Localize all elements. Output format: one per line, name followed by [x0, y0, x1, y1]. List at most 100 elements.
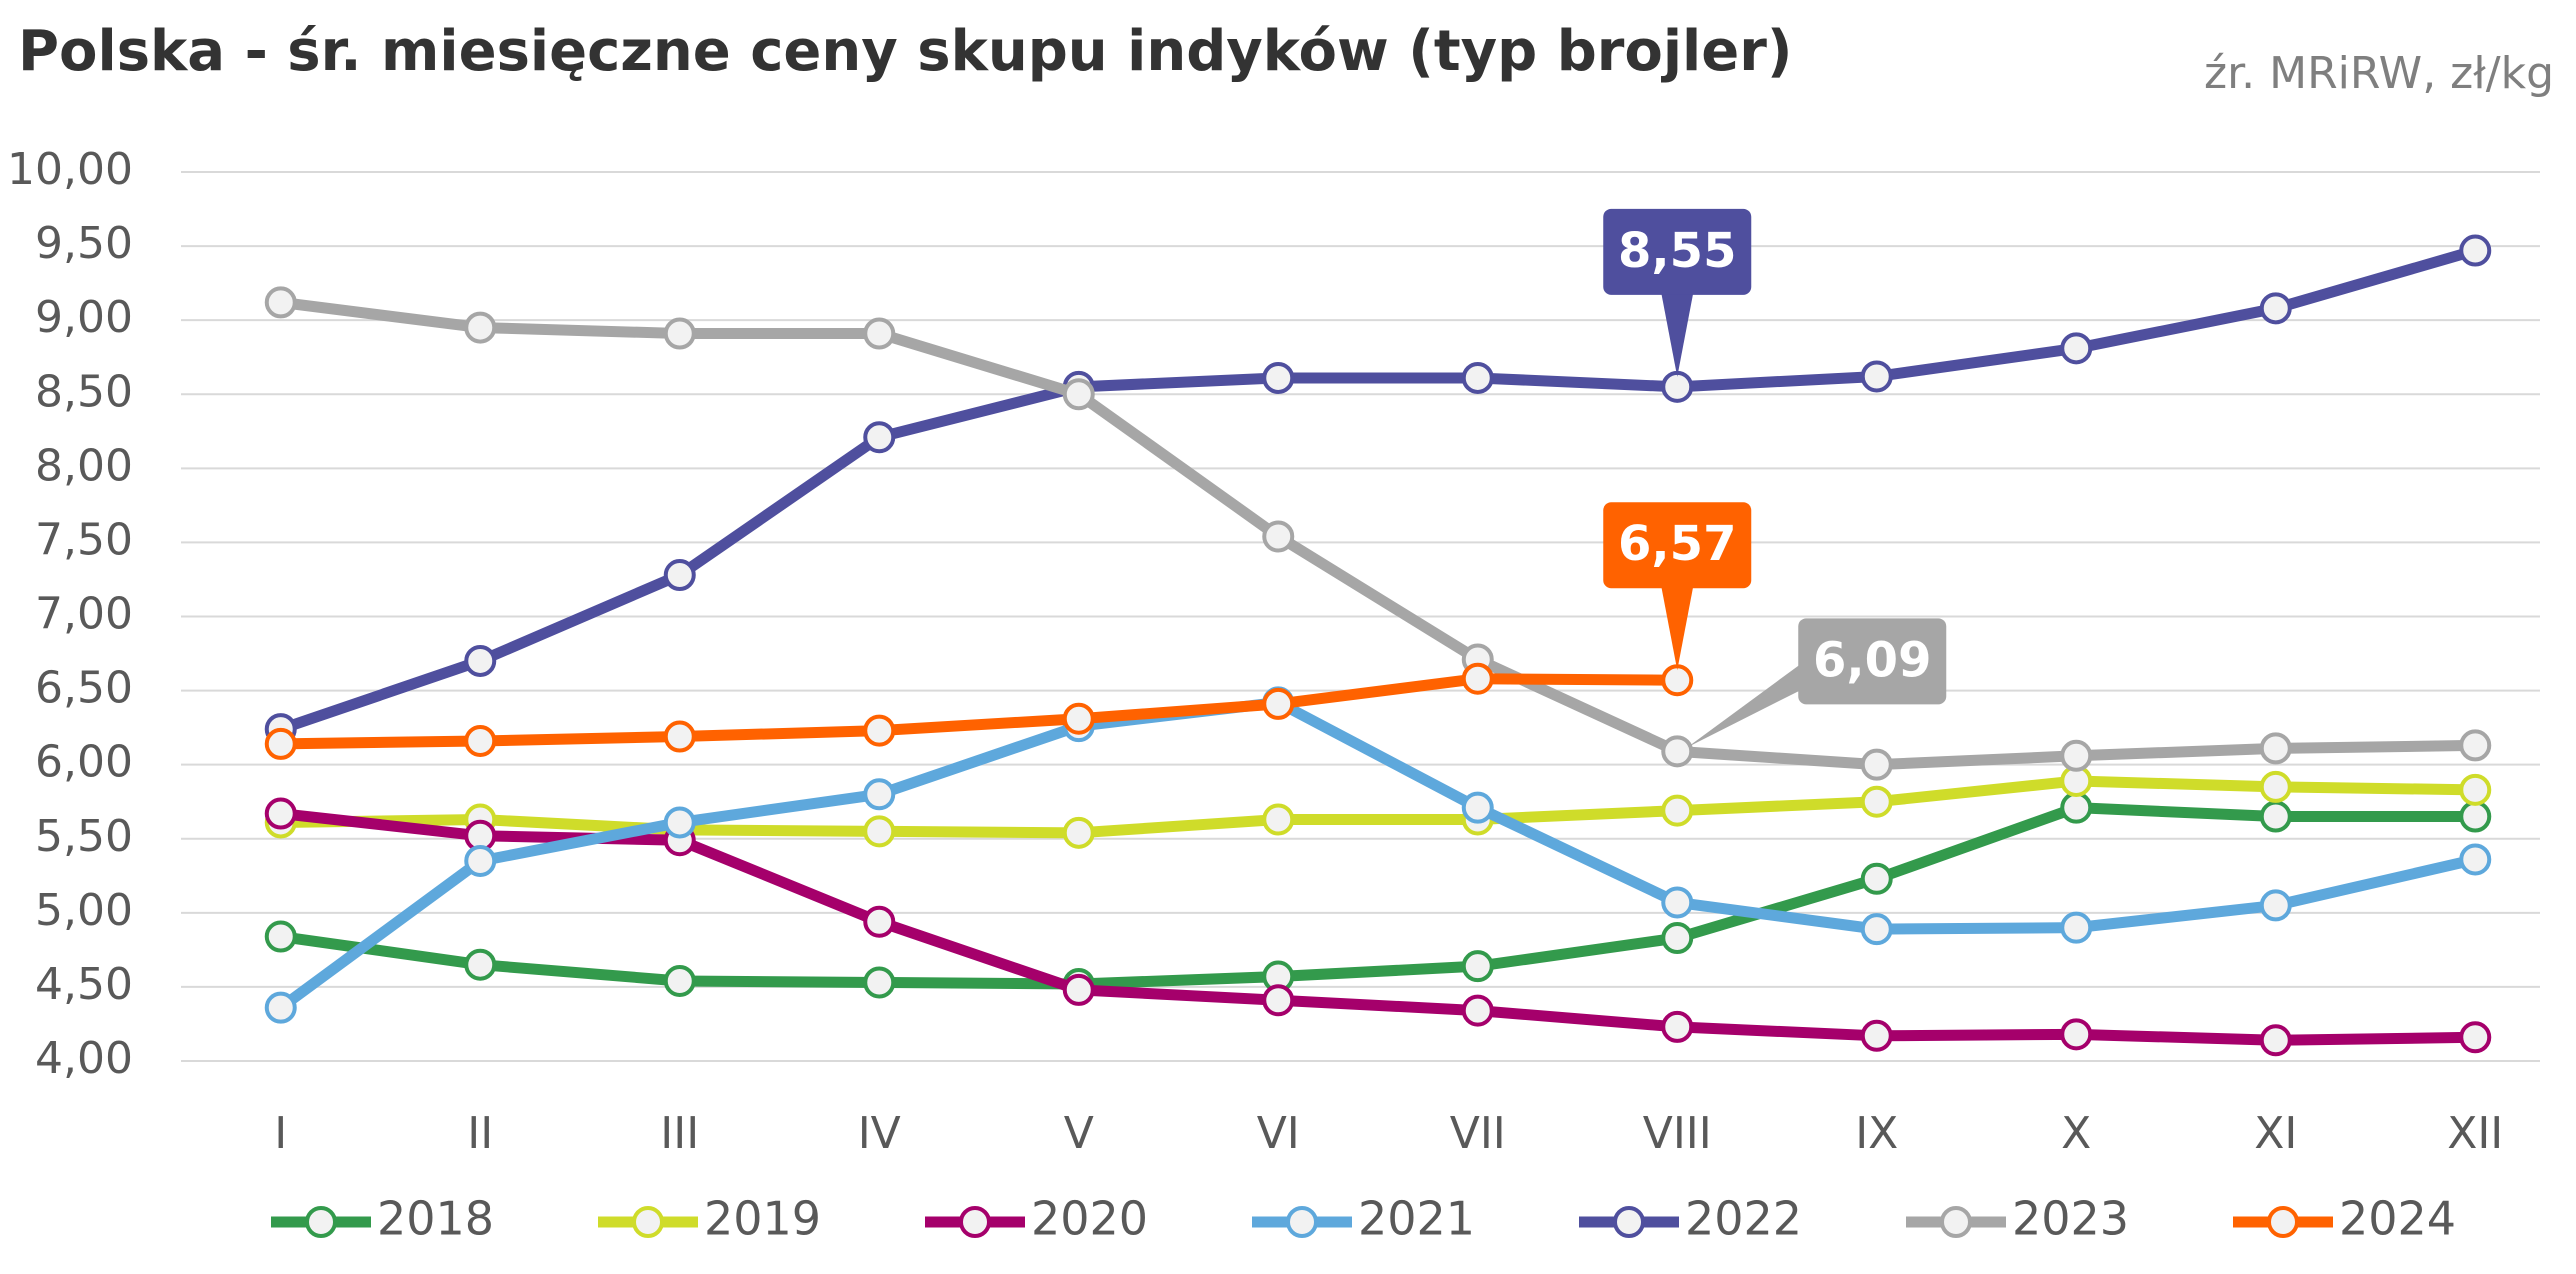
marker — [2060, 1018, 2093, 1051]
marker — [464, 311, 497, 344]
marker — [2060, 911, 2093, 944]
marker — [2060, 791, 2093, 824]
marker — [1860, 360, 1893, 393]
legend-label: 2023 — [2012, 1192, 2129, 1246]
marker — [1062, 973, 1095, 1006]
marker — [863, 815, 896, 848]
marker — [1661, 1010, 1694, 1043]
marker — [1661, 794, 1694, 827]
marker — [2459, 773, 2492, 806]
y-tick-label: 5,00 — [35, 885, 133, 936]
marker — [2459, 843, 2492, 876]
marker — [863, 966, 896, 999]
marker — [1860, 913, 1893, 946]
legend-label: 2020 — [1031, 1192, 1148, 1246]
x-tick-label: X — [2061, 1108, 2091, 1159]
series-line — [279, 802, 2476, 990]
series-line — [277, 696, 2477, 1013]
marker — [2259, 1024, 2292, 1057]
marker — [264, 920, 297, 953]
y-tick-label: 6,00 — [35, 737, 133, 788]
marker — [1860, 1019, 1893, 1052]
marker — [2459, 234, 2492, 267]
marker — [1262, 984, 1295, 1017]
x-tick-label: XI — [2254, 1108, 2297, 1159]
legend-item: 2022 — [1579, 1192, 1802, 1246]
marker — [1860, 785, 1893, 818]
marker — [1062, 702, 1095, 735]
marker — [2259, 800, 2292, 833]
data-callout: 6,57 — [1603, 502, 1752, 671]
legend-item: 2024 — [2233, 1192, 2456, 1246]
marker — [863, 778, 896, 811]
marker — [1661, 664, 1694, 697]
legend-label: 2021 — [1358, 1192, 1475, 1246]
marker — [1461, 662, 1494, 695]
marker — [2459, 1021, 2492, 1054]
marker — [2259, 732, 2292, 765]
x-tick-label: IV — [858, 1108, 901, 1159]
legend-marker — [1286, 1206, 1318, 1238]
marker — [264, 991, 297, 1024]
y-tick-label: 9,50 — [35, 218, 133, 269]
data-label: 8,55 — [1618, 223, 1736, 279]
series-line — [280, 673, 1678, 750]
legend-item: 2020 — [925, 1192, 1148, 1246]
marker — [1661, 735, 1694, 768]
callout-pointer — [1661, 292, 1694, 377]
legend-marker — [305, 1206, 337, 1238]
marker — [1062, 378, 1095, 411]
legend-item: 2023 — [1906, 1192, 2129, 1246]
legend-marker — [2267, 1206, 2299, 1238]
legend-marker — [959, 1206, 991, 1238]
y-tick-label: 5,50 — [35, 811, 133, 862]
callout-pointer — [1661, 586, 1694, 671]
marker — [2259, 889, 2292, 922]
marker — [863, 317, 896, 350]
marker — [2060, 739, 2093, 772]
legend-marker — [632, 1206, 664, 1238]
y-tick-label: 7,50 — [35, 514, 133, 565]
legend-marker — [1940, 1206, 1972, 1238]
marker — [2259, 770, 2292, 803]
marker — [863, 421, 896, 454]
marker — [663, 964, 696, 997]
data-callout: 8,55 — [1603, 208, 1752, 377]
marker — [2459, 800, 2492, 833]
series-line — [280, 296, 2476, 771]
marker — [264, 727, 297, 760]
x-tick-label: VI — [1257, 1108, 1300, 1159]
x-tick-label: IX — [1855, 1108, 1898, 1159]
marker — [2259, 292, 2292, 325]
marker — [1262, 687, 1295, 720]
marker — [663, 559, 696, 592]
marker — [1262, 361, 1295, 394]
marker — [1461, 361, 1494, 394]
legend-marker — [1613, 1206, 1645, 1238]
y-tick-label: 8,50 — [35, 366, 133, 417]
x-tick-label: VIII — [1643, 1108, 1712, 1159]
callout-box — [1603, 208, 1752, 295]
series-line — [278, 245, 2477, 735]
marker — [1062, 816, 1095, 849]
marker — [264, 286, 297, 319]
marker — [464, 948, 497, 981]
data-label: 6,09 — [1813, 632, 1931, 688]
marker — [464, 724, 497, 757]
legend-label: 2022 — [1685, 1192, 1802, 1246]
legend-item: 2019 — [598, 1192, 821, 1246]
marker — [264, 797, 297, 830]
marker — [1860, 748, 1893, 781]
marker — [863, 905, 896, 938]
data-label: 6,57 — [1618, 516, 1736, 572]
x-tick-label: II — [467, 1108, 493, 1159]
marker — [1262, 803, 1295, 836]
marker — [1860, 862, 1893, 895]
marker — [1461, 950, 1494, 983]
chart-title: Polska - śr. miesięczne ceny skupu indyk… — [18, 19, 1792, 84]
legend-label: 2019 — [704, 1192, 821, 1246]
marker — [1461, 994, 1494, 1027]
y-tick-label: 6,50 — [35, 663, 133, 714]
marker — [1661, 922, 1694, 955]
